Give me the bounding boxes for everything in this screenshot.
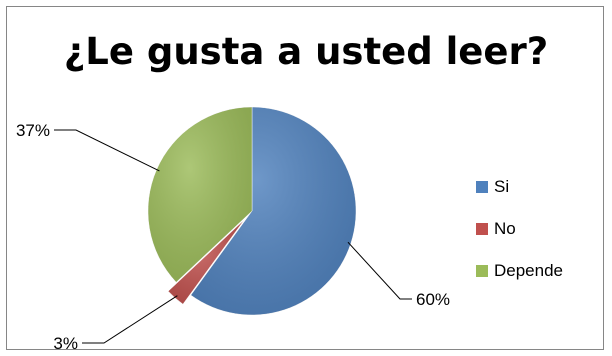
legend-swatch-si: [476, 181, 488, 193]
data-label-no: 3%: [53, 334, 78, 353]
leader-line-no: [82, 295, 178, 344]
leader-line-si: [347, 241, 412, 300]
legend-label-depende: Depende: [494, 261, 563, 280]
legend-swatch-no: [476, 223, 488, 235]
legend-label-no: No: [494, 219, 516, 238]
pie-slice-shading-no: [168, 220, 245, 305]
data-label-si: 60%: [416, 290, 450, 309]
leader-line-depende: [54, 129, 160, 172]
legend-swatch-depende: [476, 265, 488, 277]
chart-title: ¿Le gusta a usted leer?: [63, 30, 549, 73]
pie-slice-shading-depende: [147, 106, 252, 283]
data-label-depende: 37%: [16, 121, 50, 140]
legend-label-si: Si: [494, 177, 509, 196]
pie-slice-shading-si: [190, 107, 356, 315]
